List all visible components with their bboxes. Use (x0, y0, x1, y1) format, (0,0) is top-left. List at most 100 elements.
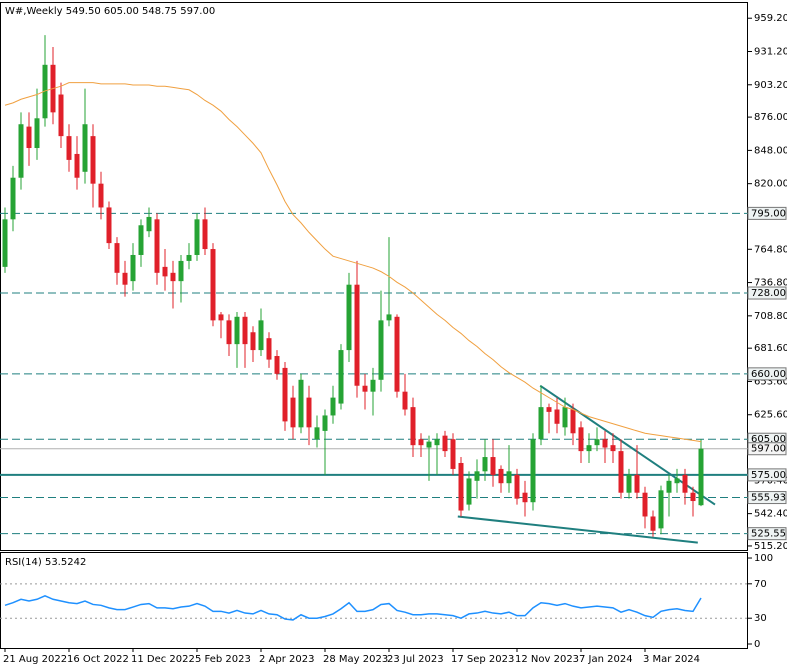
candle-body (42, 64, 48, 119)
candle-body (474, 471, 480, 481)
x-tick-label: 7 Jan 2024 (579, 654, 633, 665)
candle-body (418, 439, 424, 446)
candle-body (698, 448, 704, 506)
candle-body (578, 427, 584, 452)
candle-body (274, 356, 280, 374)
candle-body (402, 391, 408, 410)
x-tick-label: 23 Jul 2023 (387, 654, 444, 665)
y-tick-label: 903.20 (754, 80, 787, 91)
level-label: 728.00 (751, 288, 786, 299)
candle-body (554, 409, 560, 424)
candle-body (338, 350, 344, 404)
candle-body (210, 249, 216, 321)
candle-body (170, 272, 176, 282)
candle-body (90, 136, 96, 184)
candle-body (530, 439, 536, 503)
candle-body (282, 367, 288, 422)
level-label-box (747, 206, 787, 220)
y-tick-label: 708.80 (754, 311, 787, 322)
candle-body (218, 314, 224, 321)
candle-body (354, 284, 360, 386)
candle-body (602, 439, 608, 448)
candle-body (130, 254, 136, 282)
candle-body (490, 457, 496, 475)
y-tick-label: 848.00 (754, 145, 787, 156)
candle-body (258, 320, 264, 351)
x-tick-label: 17 Sep 2023 (451, 654, 514, 665)
y-tick-label: 30 (754, 613, 767, 624)
candle-body (34, 118, 40, 149)
rsi-title: RSI(14) 53.5242 (5, 557, 86, 568)
level-label-box (747, 468, 787, 482)
candle-body (298, 379, 304, 428)
candle-body (426, 441, 432, 448)
candle-body (650, 516, 656, 531)
candle-body (458, 462, 464, 511)
candle-body (658, 490, 664, 529)
current-label-box (747, 442, 787, 456)
level-label-box (747, 491, 787, 505)
level-label-box (747, 286, 787, 300)
y-tick-label: 764.80 (754, 244, 787, 255)
x-tick-label: 21 Aug 2022 (3, 654, 67, 665)
candle-body (626, 474, 632, 493)
candle-body (186, 254, 192, 261)
level-label-box (747, 527, 787, 541)
x-tick-label: 5 Feb 2023 (195, 654, 251, 665)
y-tick-label: 820.00 (754, 179, 787, 190)
candle-body (106, 207, 112, 244)
candle-body (690, 492, 696, 502)
candle-body (178, 260, 184, 282)
candle-body (674, 478, 680, 484)
x-tick-label: 12 Nov 2023 (515, 654, 579, 665)
level-label: 555.93 (751, 493, 786, 504)
candle-body (162, 266, 168, 277)
candle-body (234, 316, 240, 345)
candle-body (370, 379, 376, 392)
candle-body (314, 427, 320, 440)
candle-body (306, 397, 312, 428)
candle-body (442, 435, 448, 452)
x-tick-label: 28 May 2023 (323, 654, 388, 665)
candle-body (58, 94, 64, 137)
main-frame (0, 2, 748, 551)
candle-body (330, 397, 336, 416)
candle-body (562, 407, 568, 428)
candle-body (506, 471, 512, 484)
candle-body (522, 492, 528, 503)
candle-body (538, 407, 544, 440)
candle-body (682, 474, 688, 493)
candle-body (634, 474, 640, 493)
y-tick-label: 0 (754, 639, 760, 650)
candle-body (18, 124, 24, 178)
candle-body (466, 478, 472, 505)
moving-average (4, 82, 702, 443)
candle-body (434, 439, 440, 446)
rsi-frame (0, 552, 748, 649)
candle-body (642, 492, 648, 517)
candle-body (122, 272, 128, 285)
candle-body (66, 136, 72, 160)
level-label: 795.00 (751, 208, 786, 219)
candle-body (450, 439, 456, 469)
candle-body (26, 126, 32, 149)
level-label: 525.55 (751, 529, 786, 540)
y-tick-label: 681.60 (754, 343, 787, 354)
candle-body (666, 480, 672, 493)
candle-body (242, 316, 248, 345)
candle-body (114, 243, 120, 273)
y-tick-label: 876.00 (754, 112, 787, 123)
candle-body (514, 474, 520, 499)
trendline (457, 515, 698, 544)
y-tick-label: 736.80 (754, 278, 787, 289)
candle-body (290, 397, 296, 428)
current-label: 597.00 (751, 444, 786, 455)
y-tick-label: 959.20 (754, 13, 787, 24)
level-label-box (747, 367, 787, 381)
x-tick-label: 2 Apr 2023 (259, 654, 314, 665)
candle-body (546, 407, 552, 412)
y-tick-label: 931.20 (754, 46, 787, 57)
candle-body (322, 415, 328, 431)
y-tick-label: 70 (754, 579, 767, 590)
